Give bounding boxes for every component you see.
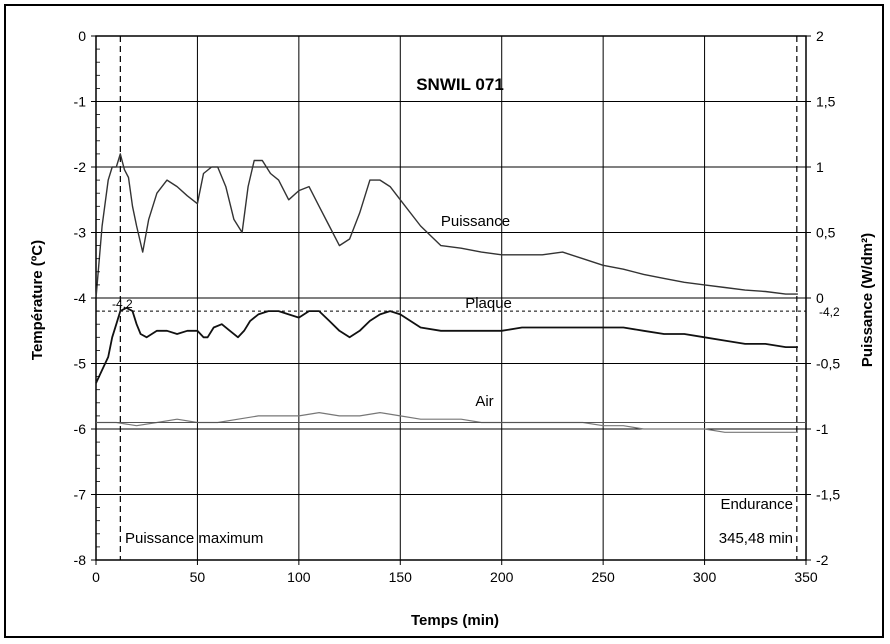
y2-tick-label: -1 <box>816 421 829 437</box>
series-label-puissance: Puissance <box>441 213 510 230</box>
series-line-plaque <box>95 306 798 384</box>
x-tick-label: 300 <box>693 569 717 585</box>
y-tick-label: -4 <box>74 290 87 306</box>
chart-title: SNWIL 071 <box>416 75 504 94</box>
axis-ticks: 0 50 100 150 200 250 300 350 -8 -7 -6 -5 -4 -3 -2 -1 0 -2… <box>74 28 841 585</box>
y-axis-title: Température (ºC) <box>29 240 46 360</box>
y2-tick-label: -2 <box>816 552 829 568</box>
x-tick-label: 100 <box>287 569 311 585</box>
x-tick-label: 50 <box>190 569 206 585</box>
y2-tick-label: 0,5 <box>816 225 836 241</box>
y-tick-label: -8 <box>74 552 87 568</box>
endurance-time-label: 345,48 min <box>719 530 793 547</box>
grid-lines <box>95 35 807 561</box>
y2-tick-label: 1 <box>816 159 824 175</box>
series-group <box>95 153 806 433</box>
vertical-markers <box>119 36 798 560</box>
y2-tick-label: 1,5 <box>816 94 836 110</box>
y-tick-label: -6 <box>74 421 87 437</box>
y2-tick-label: -0,5 <box>816 356 840 372</box>
y-tick-label: 0 <box>78 28 86 44</box>
x-tick-label: 200 <box>490 569 514 585</box>
x-tick-label: 250 <box>591 569 615 585</box>
x-tick-label: 0 <box>92 569 100 585</box>
x-axis-title: Temps (min) <box>411 612 499 629</box>
series-label-plaque: Plaque <box>465 295 512 312</box>
series-label-air: Air <box>475 393 493 410</box>
y2-tick-label: -1,5 <box>816 487 840 503</box>
x-tick-label: 150 <box>389 569 413 585</box>
y-tick-label: -1 <box>74 94 87 110</box>
reference-label-right: -4,2 <box>819 305 840 319</box>
endurance-label: Endurance <box>720 496 793 513</box>
series-line-puissance <box>95 153 798 299</box>
x-tick-label: 350 <box>794 569 818 585</box>
y-tick-label: -5 <box>74 356 87 372</box>
y-tick-label: -7 <box>74 487 87 503</box>
y2-axis-title: Puissance (W/dm²) <box>859 233 876 367</box>
y-tick-label: -3 <box>74 225 87 241</box>
puissance-maximum-label: Puissance maximum <box>125 530 263 547</box>
y-tick-label: -2 <box>74 159 87 175</box>
y2-tick-label: 0 <box>816 290 824 306</box>
chart-frame <box>4 4 884 638</box>
reference-label-left: -4,2 <box>112 297 133 311</box>
y2-tick-label: 2 <box>816 28 824 44</box>
